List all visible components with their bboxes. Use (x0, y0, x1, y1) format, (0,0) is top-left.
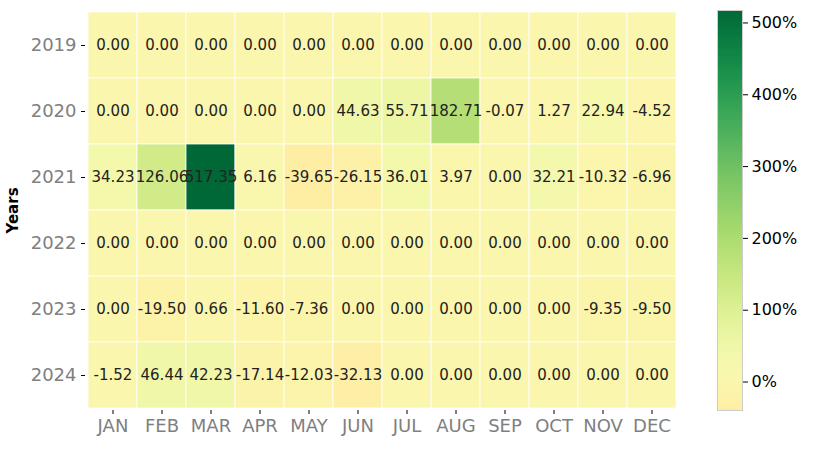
svg-text:36.01: 36.01 (386, 168, 429, 186)
svg-text:DEC: DEC (633, 415, 671, 436)
svg-text:0.00: 0.00 (145, 102, 178, 120)
svg-text:0.00: 0.00 (439, 300, 472, 318)
svg-text:0.00: 0.00 (341, 300, 374, 318)
svg-text:300%: 300% (752, 157, 798, 176)
svg-text:-9.35: -9.35 (584, 300, 623, 318)
svg-text:0.00: 0.00 (488, 168, 521, 186)
svg-text:0.00: 0.00 (635, 36, 668, 54)
svg-text:MAR: MAR (191, 415, 231, 436)
svg-text:126.06: 126.06 (136, 168, 189, 186)
svg-text:-7.36: -7.36 (290, 300, 329, 318)
svg-text:0.00: 0.00 (390, 36, 423, 54)
svg-text:0.00: 0.00 (96, 234, 129, 252)
svg-text:0.00: 0.00 (488, 234, 521, 252)
svg-text:0.00: 0.00 (243, 36, 276, 54)
svg-text:0.00: 0.00 (96, 36, 129, 54)
svg-text:0.00: 0.00 (292, 36, 325, 54)
svg-text:MAY: MAY (290, 415, 328, 436)
svg-text:-1.52: -1.52 (94, 366, 133, 384)
svg-text:0.00: 0.00 (390, 366, 423, 384)
svg-text:0.00: 0.00 (586, 234, 619, 252)
svg-text:0.00: 0.00 (243, 234, 276, 252)
svg-text:517.35: 517.35 (185, 168, 238, 186)
svg-text:0.00: 0.00 (194, 102, 227, 120)
svg-text:0.00: 0.00 (537, 300, 570, 318)
svg-text:0.00: 0.00 (292, 102, 325, 120)
svg-text:0.00: 0.00 (390, 234, 423, 252)
svg-text:0.00: 0.00 (194, 36, 227, 54)
svg-text:2021: 2021 (31, 166, 77, 187)
svg-text:0.00: 0.00 (488, 36, 521, 54)
svg-text:-39.65: -39.65 (285, 168, 333, 186)
svg-text:0.00: 0.00 (341, 36, 374, 54)
svg-text:44.63: 44.63 (337, 102, 380, 120)
svg-text:0.00: 0.00 (537, 366, 570, 384)
svg-text:APR: APR (242, 415, 278, 436)
svg-text:0.00: 0.00 (488, 300, 521, 318)
svg-text:JUN: JUN (341, 415, 374, 436)
svg-text:0.00: 0.00 (537, 36, 570, 54)
svg-text:Years: Years (4, 187, 22, 234)
svg-text:-9.50: -9.50 (633, 300, 672, 318)
svg-text:34.23: 34.23 (92, 168, 135, 186)
svg-text:0.00: 0.00 (96, 300, 129, 318)
svg-text:0.00: 0.00 (635, 234, 668, 252)
svg-text:0.66: 0.66 (194, 300, 227, 318)
svg-text:22.94: 22.94 (582, 102, 625, 120)
svg-text:500%: 500% (752, 13, 798, 32)
svg-text:0.00: 0.00 (194, 234, 227, 252)
svg-text:0.00: 0.00 (537, 234, 570, 252)
svg-text:42.23: 42.23 (190, 366, 233, 384)
svg-text:100%: 100% (752, 300, 798, 319)
svg-text:2019: 2019 (31, 34, 77, 55)
svg-text:200%: 200% (752, 229, 798, 248)
svg-text:JUL: JUL (392, 415, 422, 436)
svg-text:2024: 2024 (31, 364, 77, 385)
svg-text:3.97: 3.97 (439, 168, 472, 186)
svg-text:-6.96: -6.96 (633, 168, 672, 186)
svg-text:0.00: 0.00 (439, 36, 472, 54)
svg-text:SEP: SEP (488, 415, 522, 436)
svg-text:0.00: 0.00 (341, 234, 374, 252)
svg-text:JAN: JAN (97, 415, 129, 436)
svg-text:0.00: 0.00 (96, 102, 129, 120)
svg-text:2020: 2020 (31, 100, 77, 121)
svg-text:182.71: 182.71 (430, 102, 483, 120)
svg-text:0.00: 0.00 (586, 366, 619, 384)
svg-text:AUG: AUG (436, 415, 475, 436)
svg-text:0%: 0% (752, 372, 777, 391)
svg-text:0.00: 0.00 (439, 234, 472, 252)
svg-text:2023: 2023 (31, 298, 77, 319)
svg-text:-0.07: -0.07 (486, 102, 525, 120)
svg-text:400%: 400% (752, 85, 798, 104)
svg-text:0.00: 0.00 (488, 366, 521, 384)
svg-text:0.00: 0.00 (586, 36, 619, 54)
svg-text:-26.15: -26.15 (334, 168, 382, 186)
svg-text:0.00: 0.00 (145, 234, 178, 252)
svg-text:NOV: NOV (583, 415, 623, 436)
svg-text:1.27: 1.27 (537, 102, 570, 120)
svg-text:46.44: 46.44 (141, 366, 184, 384)
svg-text:0.00: 0.00 (292, 234, 325, 252)
svg-text:32.21: 32.21 (533, 168, 576, 186)
svg-text:-4.52: -4.52 (633, 102, 672, 120)
svg-text:0.00: 0.00 (439, 366, 472, 384)
svg-text:0.00: 0.00 (635, 366, 668, 384)
svg-text:OCT: OCT (535, 415, 574, 436)
svg-text:FEB: FEB (145, 415, 179, 436)
svg-text:55.71: 55.71 (386, 102, 429, 120)
svg-text:-32.13: -32.13 (334, 366, 382, 384)
svg-text:0.00: 0.00 (243, 102, 276, 120)
svg-text:0.00: 0.00 (390, 300, 423, 318)
svg-text:-17.14: -17.14 (236, 366, 284, 384)
svg-text:6.16: 6.16 (243, 168, 276, 186)
svg-text:0.00: 0.00 (145, 36, 178, 54)
svg-text:-11.60: -11.60 (236, 300, 284, 318)
svg-text:-12.03: -12.03 (285, 366, 333, 384)
svg-text:-10.32: -10.32 (579, 168, 627, 186)
svg-text:2022: 2022 (31, 232, 77, 253)
svg-text:-19.50: -19.50 (138, 300, 186, 318)
